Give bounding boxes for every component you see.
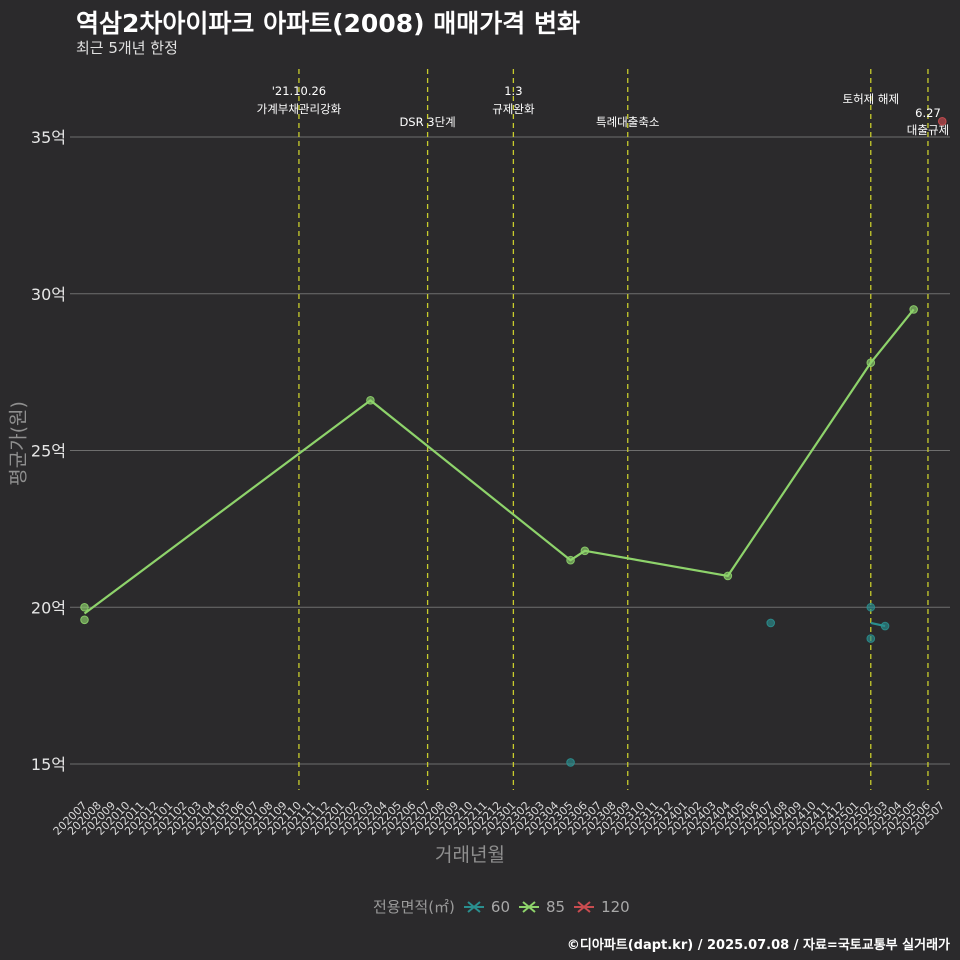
chart-subtitle: 최근 5개년 한정 xyxy=(76,39,178,57)
data-point-60 xyxy=(866,634,876,643)
event-label: DSR 3단계 xyxy=(399,115,455,129)
event-label: 규제완화 xyxy=(492,102,535,116)
chart-title: 역삼2차아이파크 아파트(2008) 매매가격 변화 xyxy=(76,9,580,38)
legend-label-60: 60 xyxy=(490,897,510,916)
data-point-85 xyxy=(909,305,918,314)
legend-item-60: 60 xyxy=(463,898,510,916)
event-label: 특례대출축소 xyxy=(596,115,659,129)
event-label: 토허제 해제 xyxy=(842,92,899,106)
data-point-120 xyxy=(937,117,947,126)
data-point-85 xyxy=(80,615,89,625)
legend: 전용면적(㎡) 60 85 120 xyxy=(373,896,630,917)
y-axis-label: 평균가(원) xyxy=(7,401,30,486)
y-axis-label-wrap: 평균가(원) xyxy=(2,401,32,486)
legend-title: 전용면적(㎡) xyxy=(373,898,455,916)
event-label: 6.27 xyxy=(915,106,941,120)
data-point-60 xyxy=(880,621,890,631)
y-tick-label: 30억 xyxy=(31,285,66,304)
data-point-60 xyxy=(766,618,776,628)
event-label: 대출규제 xyxy=(907,123,949,137)
y-tick-label: 35억 xyxy=(31,128,66,147)
data-point-85 xyxy=(866,358,876,368)
legend-item-120: 120 xyxy=(573,898,630,916)
y-tick-label: 20억 xyxy=(31,598,66,617)
legend-label-120: 120 xyxy=(601,897,630,916)
data-point-85 xyxy=(366,396,375,405)
legend-label-85: 85 xyxy=(546,897,566,916)
legend-key-120-icon xyxy=(574,900,595,913)
data-point-60 xyxy=(566,758,575,767)
y-tick-label: 25억 xyxy=(31,442,66,461)
series-line-85 xyxy=(83,308,915,615)
data-point-60 xyxy=(866,602,876,612)
event-label: 가계부채관리강화 xyxy=(257,102,342,116)
data-point-85 xyxy=(80,602,89,612)
data-point-85 xyxy=(723,571,733,581)
x-axis-label: 거래년월 xyxy=(435,844,505,866)
legend-key-60-icon xyxy=(463,900,484,913)
legend-item-85: 85 xyxy=(518,898,565,916)
event-label: '21.10.26 xyxy=(272,84,326,98)
data-point-85 xyxy=(566,555,575,565)
data-point-85 xyxy=(580,546,590,556)
y-tick-label: 15억 xyxy=(31,755,66,774)
legend-key-85-icon xyxy=(519,900,539,913)
event-label: 1.3 xyxy=(504,84,522,98)
footer-credit: ©디아파트(dapt.kr) / 2025.07.08 / 자료=국토교통부 실… xyxy=(566,938,950,953)
